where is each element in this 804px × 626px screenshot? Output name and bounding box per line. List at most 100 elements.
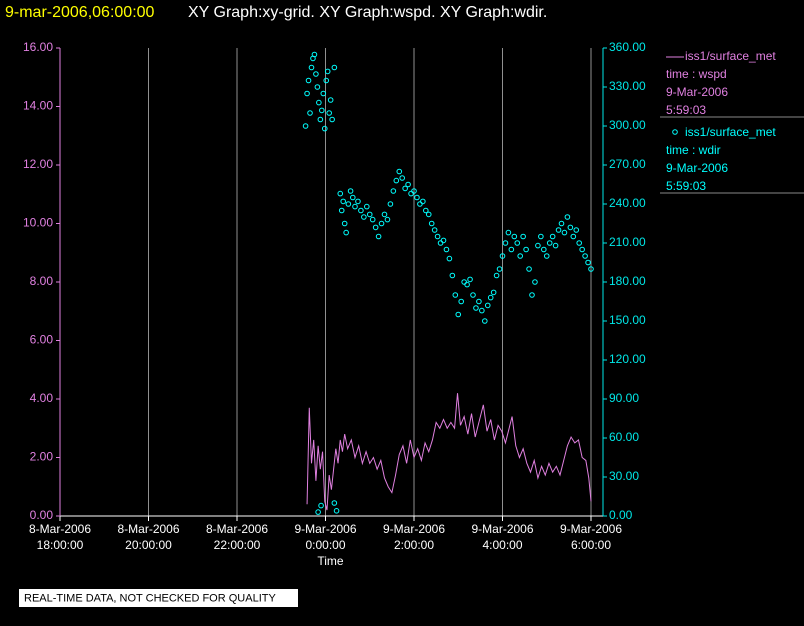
scatter-point (567, 224, 574, 231)
scatter-point (323, 77, 330, 84)
scatter-point (405, 181, 411, 188)
scatter-point (326, 110, 332, 116)
scatter-point (505, 229, 512, 236)
scatter-point (529, 292, 535, 298)
scatter-point (423, 207, 429, 214)
y2-tick-label: 120.00 (609, 352, 646, 366)
legend-name: iss1/surface_met (685, 49, 776, 63)
scatter-point (555, 227, 562, 233)
scatter-point (549, 233, 556, 240)
y2-tick-label: 0.00 (609, 508, 633, 522)
scatter-point (543, 253, 550, 259)
scatter-point (428, 220, 435, 227)
legend-name: iss1/surface_met (685, 125, 776, 139)
footer-note: REAL-TIME DATA, NOT CHECKED FOR QUALITY (24, 592, 276, 604)
scatter-point (375, 233, 382, 240)
scatter-point (467, 276, 473, 283)
y2-tick-label: 210.00 (609, 235, 646, 249)
scatter-point (313, 71, 319, 77)
scatter-point (317, 116, 324, 123)
y2-tick-label: 330.00 (609, 79, 646, 93)
scatter-point (381, 211, 388, 218)
scatter-point (464, 281, 470, 288)
scatter-point (307, 110, 313, 116)
header-graphs: XY Graph:xy-grid. XY Graph:wspd. XY Grap… (188, 4, 547, 21)
scatter-point (446, 255, 453, 262)
y2-tick-label: 240.00 (609, 196, 646, 210)
x-tick-label: 8-Mar-2006 (117, 522, 179, 536)
scatter-point (440, 237, 447, 244)
x-tick-label: 9-Mar-2006 (383, 522, 445, 536)
scatter-point (333, 508, 340, 514)
scatter-point (337, 190, 344, 197)
scatter-point (321, 125, 328, 132)
scatter-point (455, 311, 462, 318)
scatter-point (399, 175, 406, 181)
y-tick-label: 0.00 (30, 508, 54, 522)
y2-tick-label: 30.00 (609, 469, 639, 483)
scatter-point (576, 240, 583, 246)
y2-tick-label: 300.00 (609, 118, 646, 132)
scatter-point (538, 233, 544, 240)
scatter-point (402, 185, 408, 192)
scatter-point (366, 211, 373, 218)
y-tick-label: 2.00 (30, 450, 54, 464)
scatter-point (305, 77, 312, 84)
x-tick-label: 4:00:00 (482, 538, 522, 552)
y-tick-label: 16.00 (23, 40, 53, 54)
x-tick-label: 6:00:00 (571, 538, 611, 552)
legend-time: 5:59:03 (666, 179, 706, 193)
scatter-point (558, 220, 565, 227)
scatter-point (311, 51, 318, 58)
scatter-point (535, 242, 541, 249)
scatter-point (573, 227, 580, 233)
scatter-point (431, 227, 438, 233)
y-tick-label: 8.00 (30, 274, 54, 288)
scatter-point (341, 220, 348, 227)
scatter-point (316, 99, 322, 106)
scatter-point (390, 188, 397, 194)
scatter-point (315, 509, 321, 515)
scatter-point (355, 198, 361, 205)
x-tick-label: 22:00:00 (214, 538, 261, 552)
scatter-point (304, 90, 310, 97)
y2-tick-label: 60.00 (609, 430, 639, 444)
scatter-point (517, 253, 524, 259)
legend-var: time : wspd (666, 67, 727, 81)
x-tick-label: 0:00:00 (305, 538, 345, 552)
legend-date: 9-Mar-2006 (666, 161, 728, 175)
y2-tick-label: 90.00 (609, 391, 639, 405)
x-tick-label: 9-Mar-2006 (560, 522, 622, 536)
scatter-point (452, 292, 459, 298)
x-tick-label: 9-Mar-2006 (471, 522, 533, 536)
x-tick-label: 8-Mar-2006 (206, 522, 268, 536)
scatter-point (476, 298, 482, 305)
x-tick-label: 2:00:00 (394, 538, 434, 552)
series-line (306, 393, 592, 511)
scatter-point (482, 318, 488, 324)
scatter-point (508, 246, 515, 253)
legend-var: time : wdir (666, 143, 721, 157)
scatter-point (319, 107, 325, 114)
y-tick-label: 6.00 (30, 333, 54, 347)
scatter-point (434, 233, 441, 240)
scatter-point (493, 272, 500, 279)
scatter-point (393, 177, 400, 184)
scatter-point (523, 246, 529, 253)
scatter-point (314, 84, 321, 90)
scatter-point (361, 214, 367, 220)
scatter-point (449, 272, 456, 279)
scatter-point (364, 203, 370, 210)
scatter-point (470, 292, 476, 298)
scatter-point (473, 305, 479, 311)
scatter-point (308, 64, 315, 71)
scatter-point (349, 194, 356, 201)
scatter-point (585, 259, 591, 266)
scatter-point (552, 242, 559, 249)
scatter-point (396, 168, 403, 175)
x-tick-label: 18:00:00 (37, 538, 84, 552)
scatter-point (496, 266, 503, 272)
scatter-point (564, 214, 571, 220)
y2-tick-label: 270.00 (609, 157, 646, 171)
